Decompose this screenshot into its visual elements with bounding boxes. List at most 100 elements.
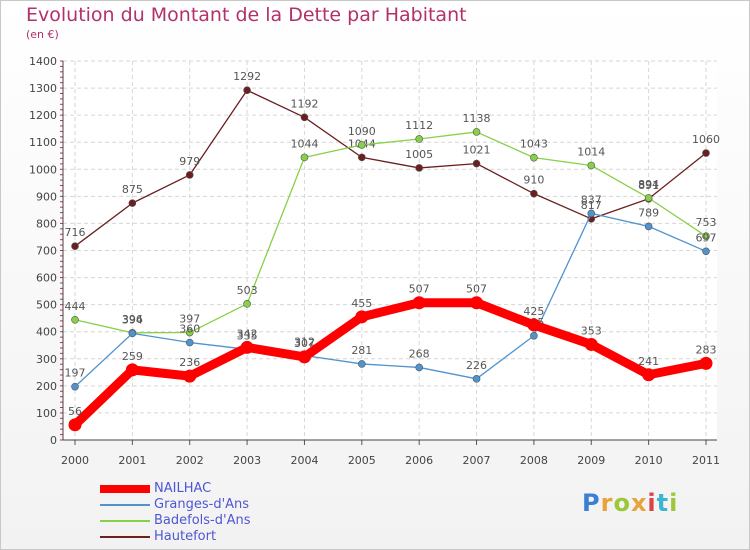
data-point <box>68 418 82 432</box>
data-label: 716 <box>65 226 86 239</box>
chart-unit: (en €) <box>26 28 59 41</box>
data-label: 56 <box>68 405 82 418</box>
data-point <box>358 141 366 149</box>
data-label: 342 <box>237 327 258 340</box>
x-tick-label: 2007 <box>463 454 491 467</box>
data-label: 425 <box>523 305 544 318</box>
data-point <box>185 171 194 179</box>
y-tick-label: 500 <box>36 299 57 312</box>
data-point <box>702 232 710 240</box>
y-tick-label: 1000 <box>29 163 57 176</box>
data-point <box>240 340 254 354</box>
data-label: 1021 <box>463 144 491 157</box>
data-label: 236 <box>179 356 200 369</box>
x-tick-label: 2006 <box>405 454 433 467</box>
data-point <box>415 363 423 372</box>
y-tick-label: 700 <box>36 245 57 258</box>
logo-letter: t <box>656 489 670 517</box>
data-label: 312 <box>294 336 315 349</box>
legend-item: NAILHAC <box>100 481 360 497</box>
y-tick-label: 1400 <box>29 55 57 68</box>
data-label: 1138 <box>463 112 491 125</box>
data-label: 503 <box>237 284 258 297</box>
series-line <box>74 131 707 334</box>
legend-item: Granges-d'Ans <box>100 497 360 513</box>
legend: NAILHAC Granges-d'Ans Badefols-d'Ans Hau… <box>100 481 360 545</box>
data-point <box>71 316 79 324</box>
data-label: 1014 <box>577 145 605 158</box>
data-label: 353 <box>581 324 602 337</box>
legend-label: NAILHAC <box>154 481 212 496</box>
legend-swatch <box>100 536 150 538</box>
y-tick-label: 800 <box>36 217 57 230</box>
data-point <box>472 128 481 136</box>
data-label: 396 <box>122 313 143 326</box>
data-point <box>530 189 538 198</box>
data-label: 1192 <box>290 97 318 110</box>
data-point <box>185 338 194 347</box>
data-label: 335 <box>237 329 258 342</box>
data-point <box>412 296 426 310</box>
x-tick-label: 2003 <box>233 454 261 467</box>
data-point <box>584 337 598 351</box>
data-label: 837 <box>581 193 602 206</box>
data-point <box>71 382 79 391</box>
x-tick-label: 2004 <box>290 454 318 467</box>
data-label: 1043 <box>520 138 548 151</box>
data-point <box>300 113 309 122</box>
data-label: 307 <box>294 337 315 350</box>
data-point <box>642 368 656 382</box>
data-point <box>297 350 311 364</box>
logo-letter: i <box>647 489 657 517</box>
series-line <box>74 212 707 388</box>
legend-item: Badefols-d'Ans <box>100 513 360 529</box>
legend-swatch <box>100 520 150 522</box>
legend-label: Granges-d'Ans <box>154 497 250 512</box>
logo-letter: x <box>630 489 648 517</box>
y-tick-label: 100 <box>36 407 57 420</box>
data-label: 507 <box>409 283 430 296</box>
data-point <box>699 356 713 370</box>
data-label: 1005 <box>405 148 433 161</box>
data-label: 910 <box>523 174 544 187</box>
data-point <box>472 375 481 383</box>
data-point <box>644 222 653 231</box>
data-label: 455 <box>351 297 372 310</box>
data-point <box>300 153 309 162</box>
data-label: 753 <box>696 216 717 229</box>
data-label: 1090 <box>348 125 376 138</box>
data-point <box>128 329 137 338</box>
y-tick-label: 200 <box>36 380 57 393</box>
x-tick-label: 2005 <box>348 454 376 467</box>
data-point <box>472 159 481 168</box>
legend-label: Badefols-d'Ans <box>154 513 251 528</box>
data-label: 241 <box>638 355 659 368</box>
data-label: 1112 <box>405 119 433 132</box>
data-label: 697 <box>696 231 717 244</box>
y-tick-label: 1100 <box>29 136 57 149</box>
data-point <box>587 209 596 218</box>
y-tick-label: 0 <box>50 434 57 447</box>
data-label: 444 <box>65 300 86 313</box>
x-tick-label: 2011 <box>692 454 720 467</box>
x-tick-label: 2010 <box>635 454 663 467</box>
data-label: 1292 <box>233 70 261 83</box>
data-label: 281 <box>351 344 372 357</box>
y-tick-label: 600 <box>36 272 57 285</box>
data-point <box>125 363 139 377</box>
data-label: 397 <box>179 313 200 326</box>
y-tick-label: 400 <box>36 326 57 339</box>
data-point <box>470 296 484 310</box>
legend-swatch <box>100 485 150 493</box>
data-point <box>527 318 541 332</box>
series-line <box>70 298 711 430</box>
data-label: 1060 <box>692 133 720 146</box>
data-label: 197 <box>65 367 86 380</box>
legend-item: Hautefort <box>100 529 360 545</box>
legend-swatch <box>100 504 150 506</box>
data-point <box>644 194 653 202</box>
data-point <box>702 247 710 256</box>
data-label: 394 <box>122 313 143 326</box>
data-label: 789 <box>638 206 659 219</box>
